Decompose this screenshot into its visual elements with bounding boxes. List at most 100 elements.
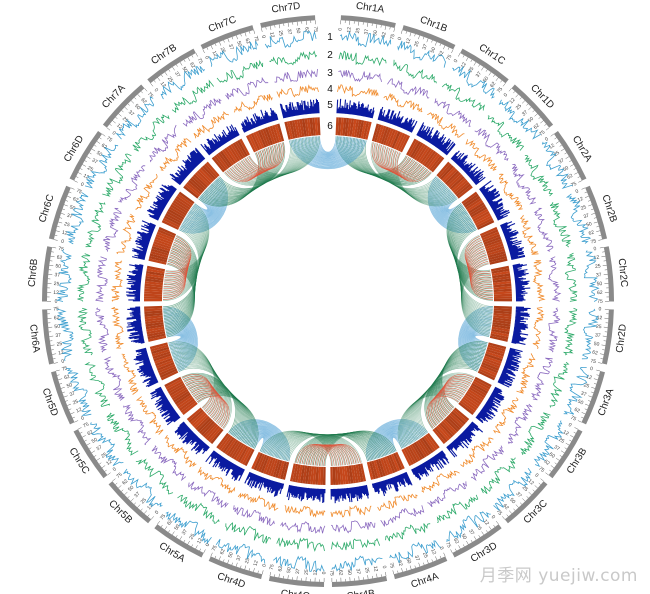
- tick-mark: [426, 38, 429, 43]
- heat-cell: [475, 217, 494, 228]
- tick-mark: [118, 113, 122, 117]
- tick-mark: [502, 516, 505, 520]
- heat-cell: [415, 440, 428, 458]
- link-blue: [308, 137, 348, 158]
- heat-cell: [439, 165, 454, 180]
- tick-mark: [52, 358, 56, 360]
- heat-cell: [167, 382, 185, 394]
- heat-cell: [176, 394, 193, 407]
- tick-label: 50: [69, 204, 76, 212]
- heat-cell: [376, 124, 384, 143]
- heat-cell: [217, 152, 231, 169]
- ideogram-chr6d: [69, 130, 103, 181]
- tick-label: 0: [567, 422, 572, 429]
- heat-cell: [491, 328, 510, 335]
- tick-mark: [49, 264, 54, 266]
- heat-cell: [484, 353, 503, 362]
- tick-mark: [564, 152, 567, 155]
- heat-cell: [188, 179, 204, 194]
- track-line: [436, 494, 479, 523]
- tick-mark: [77, 427, 82, 430]
- heat-cell: [482, 359, 501, 369]
- tick-mark: [195, 545, 198, 549]
- link-blue: [377, 427, 419, 458]
- heat-cell: [147, 333, 166, 340]
- tick-mark: [70, 412, 75, 415]
- tick-mark: [153, 80, 156, 83]
- heat-cell: [492, 275, 511, 281]
- link-green: [178, 367, 232, 430]
- track-line: [474, 128, 509, 161]
- link-blue: [474, 334, 490, 344]
- heat-cell: [371, 123, 380, 142]
- tick-label: 37: [127, 109, 135, 117]
- link-green: [164, 208, 207, 277]
- heat-cell: [146, 270, 165, 277]
- tick-label: 25: [583, 382, 590, 390]
- link-blue: [465, 318, 493, 361]
- link-green: [458, 238, 493, 312]
- track-bars: [497, 347, 523, 388]
- heat-cell: [267, 457, 276, 476]
- heat-cell: [480, 364, 499, 374]
- tick-label: 75: [389, 33, 396, 40]
- tick-mark: [493, 74, 495, 77]
- tick-label: 75: [496, 86, 504, 94]
- ideogram-chr7b: [147, 48, 196, 84]
- heat-cell: [493, 312, 512, 317]
- link-green: [294, 434, 368, 463]
- tick-mark: [393, 27, 395, 32]
- ideogram-chr2d: [601, 309, 614, 365]
- heat-cell: [149, 255, 168, 263]
- track-line: [135, 396, 164, 435]
- tick-mark: [591, 386, 596, 389]
- link-green: [461, 262, 490, 336]
- tick-mark: [462, 55, 465, 58]
- tick-mark: [423, 562, 425, 566]
- tick-label: 25: [596, 324, 602, 331]
- heat-cell: [166, 210, 184, 222]
- heat-cell: [167, 208, 185, 220]
- heat-cell: [399, 135, 410, 153]
- track-bars: [336, 98, 375, 119]
- track-line: [280, 521, 326, 534]
- track-line: [492, 397, 519, 434]
- heat-cell: [427, 153, 441, 170]
- track-line: [55, 249, 72, 302]
- chromosome-label-chr4c: Chr4C: [280, 588, 310, 594]
- link-blue: [387, 434, 408, 454]
- track-line: [225, 522, 272, 544]
- tick-mark: [439, 43, 442, 47]
- tick-label: 12: [58, 350, 65, 357]
- heat-cell: [480, 229, 499, 239]
- track-line: [520, 412, 551, 456]
- track-line: [498, 99, 541, 140]
- link-green: [163, 214, 205, 284]
- tick-mark: [584, 195, 589, 198]
- track-line: [135, 458, 174, 495]
- heat-cell: [488, 255, 507, 263]
- heat-cell: [145, 273, 164, 279]
- link-green: [162, 229, 200, 301]
- tick-label: 0: [453, 58, 460, 63]
- link-green: [163, 219, 203, 290]
- heat-cell: [195, 416, 210, 431]
- tick-label: 62: [381, 31, 388, 38]
- heat-cell: [444, 417, 459, 433]
- tick-label: 75: [570, 181, 578, 189]
- heat-cell: [491, 270, 510, 277]
- tick-mark: [439, 555, 442, 559]
- heat-cell: [144, 280, 163, 286]
- track-line: [547, 256, 562, 302]
- tick-mark: [550, 465, 555, 469]
- heat-cell: [423, 150, 437, 167]
- tick-mark: [72, 416, 75, 419]
- tick-label: 12: [268, 32, 275, 39]
- tick-mark: [532, 110, 535, 113]
- tick-mark: [545, 127, 550, 131]
- link-blue: [392, 437, 403, 452]
- tick-mark: [278, 24, 281, 29]
- ideogram-chr2a: [553, 130, 587, 181]
- link-green: [163, 223, 201, 294]
- tick-label: 75: [82, 421, 90, 429]
